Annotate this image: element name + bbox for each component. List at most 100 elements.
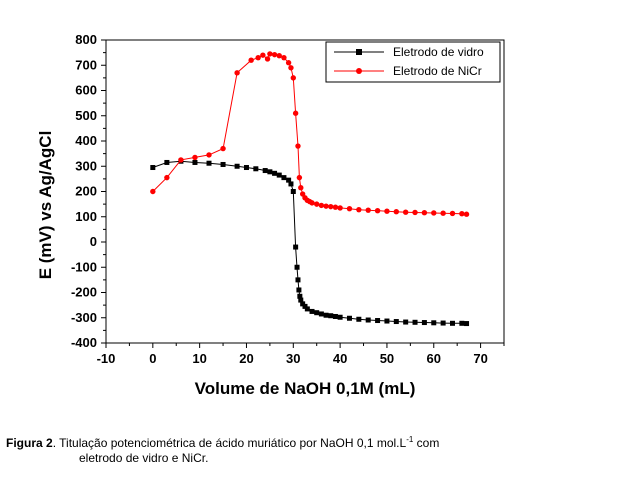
data-point	[374, 207, 381, 214]
y-tick-label: 200	[75, 184, 97, 199]
data-point	[293, 244, 299, 250]
data-point	[421, 320, 427, 326]
data-series	[150, 51, 470, 327]
data-point	[243, 165, 249, 171]
potentiometric-titration-chart: -10 0 10 20 30 40 50 60 70-400-300-200-100010020…	[36, 32, 505, 398]
data-point	[323, 203, 329, 209]
data-point	[403, 319, 409, 325]
data-point	[234, 163, 240, 169]
y-tick-label: 400	[75, 133, 97, 148]
caption-superscript: -1	[406, 435, 414, 444]
y-tick-label: 300	[75, 158, 97, 173]
data-point	[440, 320, 446, 326]
caption-label: Figura 2	[6, 436, 53, 450]
x-tick-label: 60	[427, 351, 441, 366]
caption-line-1: Figura 2. Titulação potenciométrica de á…	[6, 435, 440, 450]
figure-caption: Figura 2. Titulação potenciométrica de á…	[6, 432, 606, 466]
data-point	[164, 174, 170, 181]
x-tick-label: 70	[473, 351, 487, 366]
data-point	[294, 264, 300, 270]
data-point	[296, 287, 302, 293]
data-point	[220, 161, 226, 167]
axis-ticks	[101, 39, 505, 348]
data-point	[300, 301, 306, 307]
data-point	[178, 157, 184, 163]
series-eletrodo-de-vidro	[150, 158, 470, 327]
data-point	[346, 315, 352, 321]
data-point	[298, 185, 304, 191]
data-point	[323, 312, 329, 318]
data-point	[262, 168, 268, 174]
data-point	[192, 159, 198, 165]
x-tick-label: 0	[149, 351, 156, 366]
legend: Eletrodo de vidro Eletrodo de NiCr	[325, 41, 501, 83]
data-point	[318, 311, 324, 317]
y-tick-label: 500	[75, 108, 97, 123]
y-tick-label: -300	[71, 310, 97, 325]
data-point	[253, 166, 259, 172]
y-tick-label: -200	[71, 285, 97, 300]
data-point	[296, 174, 303, 181]
data-point	[286, 177, 292, 183]
data-point	[272, 170, 278, 176]
data-point	[150, 165, 156, 171]
legend-box	[325, 41, 501, 83]
legend-label-nicr: Eletrodo de NiCr	[393, 64, 482, 78]
data-point	[234, 70, 240, 76]
x-tick-label: 30	[286, 351, 300, 366]
data-point	[271, 51, 278, 58]
data-point	[431, 320, 437, 326]
data-point	[318, 202, 325, 209]
data-point	[365, 317, 371, 323]
caption-text-end: com	[413, 436, 440, 450]
data-point	[255, 54, 261, 61]
data-point	[292, 110, 299, 116]
x-tick-label: 50	[380, 351, 394, 366]
series-line	[152, 160, 467, 325]
data-point	[150, 188, 156, 195]
data-point	[285, 60, 292, 66]
data-point	[164, 159, 170, 165]
data-point	[298, 297, 304, 303]
data-point	[206, 160, 212, 166]
series-eletrodo-de-nicr	[150, 51, 470, 217]
data-point	[332, 204, 339, 210]
caption-line-2: eletrodo de vidro e NiCr.	[79, 451, 209, 465]
data-point	[459, 211, 465, 217]
y-tick-label: 600	[75, 83, 97, 98]
data-point	[290, 189, 296, 194]
data-point	[267, 169, 273, 175]
data-point	[248, 57, 254, 63]
y-axis-title: E (mV) vs Ag/AgCl	[36, 131, 55, 280]
plot-border	[105, 39, 505, 344]
data-point	[260, 52, 266, 58]
data-point	[297, 293, 303, 299]
data-point	[314, 310, 320, 316]
legend-marker-vidro	[356, 49, 362, 55]
data-point	[431, 210, 437, 216]
data-point	[328, 313, 334, 319]
data-point	[288, 65, 294, 71]
data-point	[356, 206, 362, 213]
caption-text: . Titulação potenciométrica de ácido mur…	[52, 436, 407, 450]
x-tick-label: 20	[239, 351, 253, 366]
data-point	[375, 318, 381, 324]
data-point	[449, 320, 455, 326]
data-point	[402, 209, 409, 215]
data-point	[276, 172, 282, 178]
y-tick-label: 0	[90, 234, 97, 249]
data-point	[332, 313, 338, 319]
y-tick-label: -400	[71, 335, 97, 350]
data-point	[384, 318, 390, 324]
data-point	[328, 203, 334, 210]
data-point	[290, 75, 296, 81]
data-point	[220, 145, 226, 152]
data-point	[412, 209, 418, 216]
data-point	[337, 314, 343, 320]
axis-tick-labels: -10 0 10 20 30 40 50 60 70-400-300-200-100010020…	[71, 32, 488, 366]
data-point	[302, 303, 308, 309]
data-point	[288, 181, 294, 187]
x-tick-label: 40	[333, 351, 347, 366]
data-point	[309, 200, 315, 206]
y-tick-label: 800	[75, 32, 97, 47]
